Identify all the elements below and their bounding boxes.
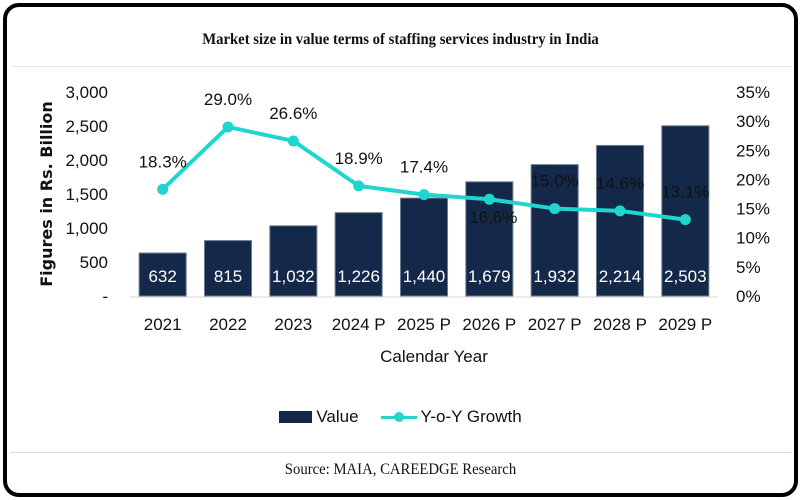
growth-point bbox=[287, 135, 299, 147]
bar bbox=[661, 125, 710, 297]
x-axis-label: Calendar Year bbox=[380, 347, 488, 366]
right-axis: 0% 5% 10% 15% 20% 25% 30% 35% bbox=[736, 83, 770, 306]
growth-point bbox=[614, 205, 626, 217]
x-tick-label: 2025 P bbox=[397, 315, 451, 334]
y2-tick-label: 20% bbox=[736, 170, 770, 189]
bar bbox=[595, 144, 645, 297]
growth-point bbox=[679, 214, 691, 226]
growth-point bbox=[157, 183, 169, 195]
y-tick-label: 1,500 bbox=[65, 185, 108, 204]
plot-area-top-border bbox=[12, 66, 793, 67]
growth-data-label: 15.0% bbox=[531, 172, 579, 191]
x-tick-label: 2029 P bbox=[658, 315, 712, 334]
y-tick-label: 1,000 bbox=[65, 219, 108, 238]
x-tick-label: 2022 bbox=[209, 315, 247, 334]
bar bbox=[334, 212, 383, 297]
legend-bar-swatch-icon bbox=[279, 411, 313, 423]
y2-tick-label: 10% bbox=[736, 229, 770, 248]
bar bbox=[530, 164, 579, 297]
y-tick-label: 500 bbox=[80, 253, 108, 272]
growth-point bbox=[418, 189, 430, 201]
growth-point bbox=[549, 203, 561, 215]
bar-data-label: 815 bbox=[214, 267, 242, 286]
chart-title: Market size in value terms of staffing s… bbox=[202, 31, 599, 48]
x-tick-label: 2021 bbox=[144, 315, 182, 334]
left-axis: - 500 1,000 1,500 2,000 2,500 3,000 bbox=[65, 83, 108, 306]
legend-item-growth[interactable]: Y-o-Y Growth bbox=[380, 407, 522, 427]
growth-data-label: 29.0% bbox=[204, 90, 252, 109]
y-tick-label: 2,500 bbox=[65, 117, 108, 136]
y-axis-label: Figures in Rs. Billion bbox=[37, 101, 56, 287]
y-tick-label: 3,000 bbox=[65, 83, 108, 102]
bar bbox=[269, 225, 318, 297]
x-tick-label: 2026 P bbox=[462, 315, 516, 334]
bar-data-label: 632 bbox=[148, 267, 176, 286]
growth-data-label: 16.6% bbox=[469, 208, 517, 227]
bar-data-label: 2,503 bbox=[664, 267, 707, 286]
x-tick-label: 2023 bbox=[274, 315, 312, 334]
combo-chart: - 500 1,000 1,500 2,000 2,500 3,000 0% 5% 10% 15%… bbox=[37, 83, 770, 366]
x-tick-label: 2024 P bbox=[332, 315, 386, 334]
bar-data-label: 1,440 bbox=[403, 267, 446, 286]
bar-series: 632 815 1,032 1,226 1,440 1,679 1,932 2,214 2,50… bbox=[138, 125, 710, 297]
bar-data-label: 1,226 bbox=[337, 267, 380, 286]
x-tick-label: 2027 P bbox=[528, 315, 582, 334]
y-tick-label: - bbox=[102, 287, 108, 306]
growth-data-label: 18.3% bbox=[139, 152, 187, 171]
x-axis: 2021 2022 2023 2024 P 2025 P 2026 P 2027 P 2028… bbox=[144, 315, 713, 334]
legend-item-value[interactable]: Value bbox=[279, 407, 359, 427]
y2-tick-label: 30% bbox=[736, 112, 770, 131]
legend: Value Y-o-Y Growth bbox=[0, 407, 801, 427]
y2-tick-label: 25% bbox=[736, 141, 770, 160]
legend-label-growth: Y-o-Y Growth bbox=[420, 407, 522, 426]
growth-data-label: 26.6% bbox=[269, 104, 317, 123]
y-tick-label: 2,000 bbox=[65, 151, 108, 170]
bar-data-label: 1,932 bbox=[533, 267, 576, 286]
y2-tick-label: 5% bbox=[736, 258, 761, 277]
line-series: 18.3% 29.0% 26.6% 18.9% 17.4% 16.6% 15.0% 14.6%… bbox=[139, 90, 710, 227]
growth-point bbox=[353, 180, 365, 192]
bar-data-label: 1,032 bbox=[272, 267, 315, 286]
growth-data-label: 17.4% bbox=[400, 158, 448, 177]
growth-point bbox=[483, 193, 495, 205]
legend-line-marker-icon bbox=[380, 411, 417, 423]
source-note: Source: MAIA, CAREEDGE Research bbox=[284, 461, 517, 478]
growth-data-label: 14.6% bbox=[596, 174, 644, 193]
x-tick-label: 2028 P bbox=[593, 315, 647, 334]
growth-point bbox=[222, 121, 234, 133]
bar bbox=[138, 252, 187, 297]
growth-data-label: 18.9% bbox=[335, 149, 383, 168]
y2-tick-label: 15% bbox=[736, 200, 770, 219]
y2-tick-label: 35% bbox=[736, 83, 770, 102]
y2-tick-label: 0% bbox=[736, 287, 761, 306]
source-divider bbox=[10, 452, 791, 453]
legend-label-value: Value bbox=[316, 407, 359, 426]
bar-data-label: 2,214 bbox=[599, 267, 642, 286]
bar-data-label: 1,679 bbox=[468, 267, 511, 286]
bar bbox=[399, 197, 449, 297]
growth-data-label: 13.1% bbox=[661, 183, 709, 202]
bar bbox=[203, 240, 253, 297]
